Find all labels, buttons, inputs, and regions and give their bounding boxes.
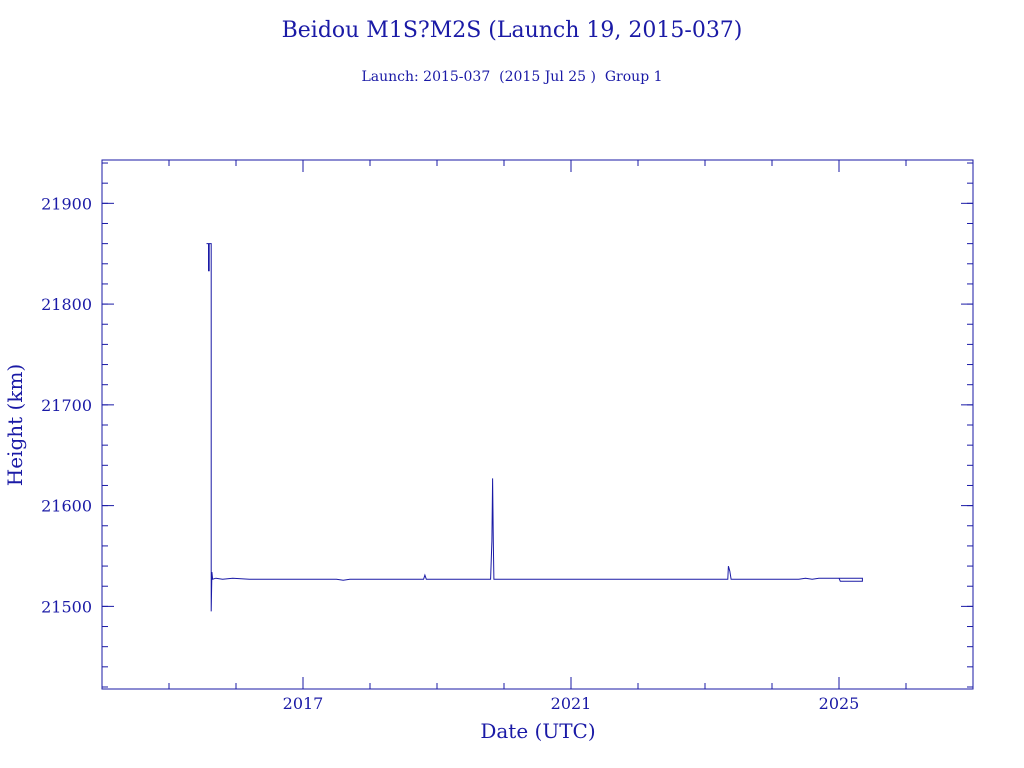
axis-ticks <box>101 160 974 689</box>
axis-tick-labels: 2017 2021 2025 21500 21600 21700 21800 21900 <box>41 194 859 713</box>
plot-frame <box>101 159 974 690</box>
y-tick-label: 21800 <box>41 295 92 314</box>
x-tick-label: 2017 <box>283 694 324 713</box>
series-line <box>206 243 863 612</box>
y-tick-label: 21600 <box>41 497 92 516</box>
x-tick-label: 2021 <box>551 694 592 713</box>
y-tick-label: 21900 <box>41 194 92 213</box>
chart-subtitle: Launch: 2015-037 (2015 Jul 25 ) Group 1 <box>361 69 662 85</box>
x-tick-label: 2025 <box>819 694 860 713</box>
chart-title: Beidou M1S?M2S (Launch 19, 2015-037) <box>282 18 743 43</box>
x-axis-title: Date (UTC) <box>480 719 595 743</box>
y-axis-title: Height (km) <box>3 364 27 486</box>
y-tick-label: 21700 <box>41 396 92 415</box>
y-tick-label: 21500 <box>41 597 92 616</box>
